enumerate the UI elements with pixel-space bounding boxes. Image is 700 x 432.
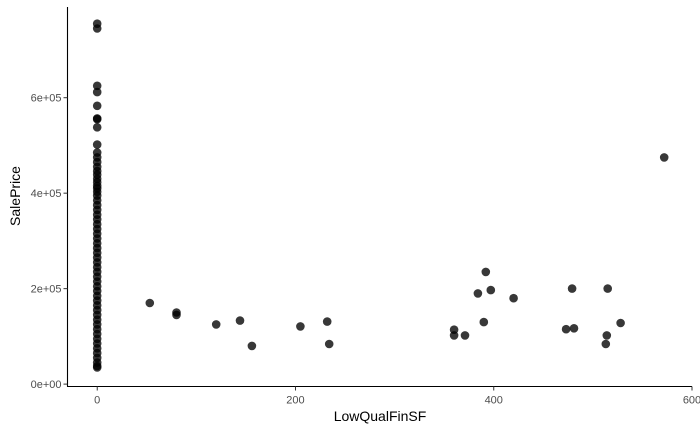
data-point <box>616 318 625 328</box>
data-point <box>449 331 459 340</box>
data-point <box>509 293 518 303</box>
data-point <box>603 284 612 293</box>
data-point <box>561 324 571 334</box>
data-point <box>486 285 496 295</box>
data-point <box>235 316 245 325</box>
x-axis-title: LowQualFinSF <box>334 408 427 424</box>
data-point <box>92 114 102 124</box>
x-tick-label: 200 <box>286 395 304 407</box>
data-point <box>479 317 489 327</box>
data-point <box>145 298 155 308</box>
data-point <box>296 322 305 331</box>
x-tick-label: 600 <box>683 395 700 407</box>
plot-points <box>92 19 669 372</box>
data-point <box>92 81 102 91</box>
x-tick-label: 0 <box>94 395 100 407</box>
data-point <box>211 320 221 329</box>
data-point <box>460 331 470 340</box>
y-tick-label: 4e+05 <box>31 188 62 200</box>
y-tick-label: 6e+05 <box>31 93 62 105</box>
y-axis-title: SalePrice <box>7 166 23 226</box>
data-point <box>659 153 669 162</box>
data-point <box>92 363 102 372</box>
data-point <box>92 101 102 111</box>
data-point <box>92 123 102 132</box>
data-point <box>324 339 334 349</box>
data-point <box>602 331 612 340</box>
data-point <box>601 339 611 349</box>
data-point <box>247 341 257 351</box>
data-point <box>92 87 102 97</box>
data-point <box>569 324 579 333</box>
data-point <box>473 289 483 298</box>
data-point <box>322 317 332 326</box>
data-point <box>481 267 491 277</box>
data-point <box>567 284 577 293</box>
data-point <box>92 24 102 33</box>
x-tick-label: 400 <box>485 395 503 407</box>
data-point <box>172 310 181 320</box>
y-tick-label: 0e+00 <box>31 379 62 391</box>
y-tick-label: 2e+05 <box>31 284 62 296</box>
axis-ticks: 0 200 400 600 0e+00 2e+05 4e+05 6e+05 <box>31 93 700 407</box>
data-point <box>92 140 102 149</box>
